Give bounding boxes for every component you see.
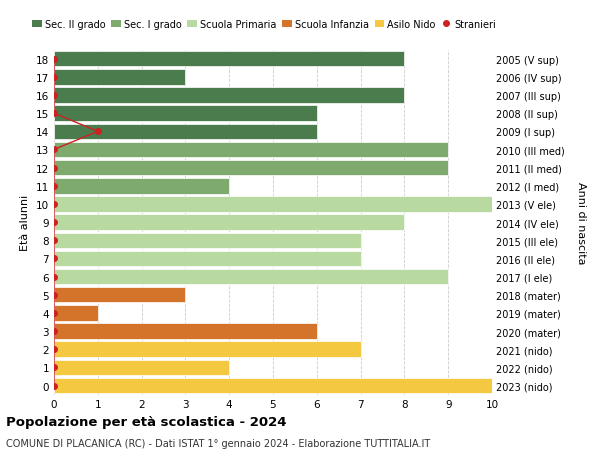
Bar bbox=[54, 360, 229, 375]
Text: Popolazione per età scolastica - 2024: Popolazione per età scolastica - 2024 bbox=[6, 415, 287, 428]
Bar bbox=[54, 70, 185, 85]
Bar bbox=[54, 197, 492, 212]
Bar bbox=[54, 306, 98, 321]
Legend: Sec. II grado, Sec. I grado, Scuola Primaria, Scuola Infanzia, Asilo Nido, Stran: Sec. II grado, Sec. I grado, Scuola Prim… bbox=[28, 16, 500, 34]
Bar bbox=[54, 124, 317, 140]
Bar bbox=[54, 287, 185, 303]
Text: COMUNE DI PLACANICA (RC) - Dati ISTAT 1° gennaio 2024 - Elaborazione TUTTITALIA.: COMUNE DI PLACANICA (RC) - Dati ISTAT 1°… bbox=[6, 438, 430, 448]
Bar bbox=[54, 324, 317, 339]
Bar bbox=[54, 251, 361, 267]
Y-axis label: Età alunni: Età alunni bbox=[20, 195, 31, 251]
Bar bbox=[54, 52, 404, 67]
Bar bbox=[54, 88, 404, 103]
Bar bbox=[54, 161, 448, 176]
Bar bbox=[54, 233, 361, 248]
Bar bbox=[54, 106, 317, 122]
Bar bbox=[54, 342, 361, 357]
Bar bbox=[54, 269, 448, 285]
Y-axis label: Anni di nascita: Anni di nascita bbox=[576, 181, 586, 264]
Bar bbox=[54, 378, 492, 393]
Bar bbox=[54, 215, 404, 230]
Bar bbox=[54, 179, 229, 194]
Bar bbox=[54, 142, 448, 158]
